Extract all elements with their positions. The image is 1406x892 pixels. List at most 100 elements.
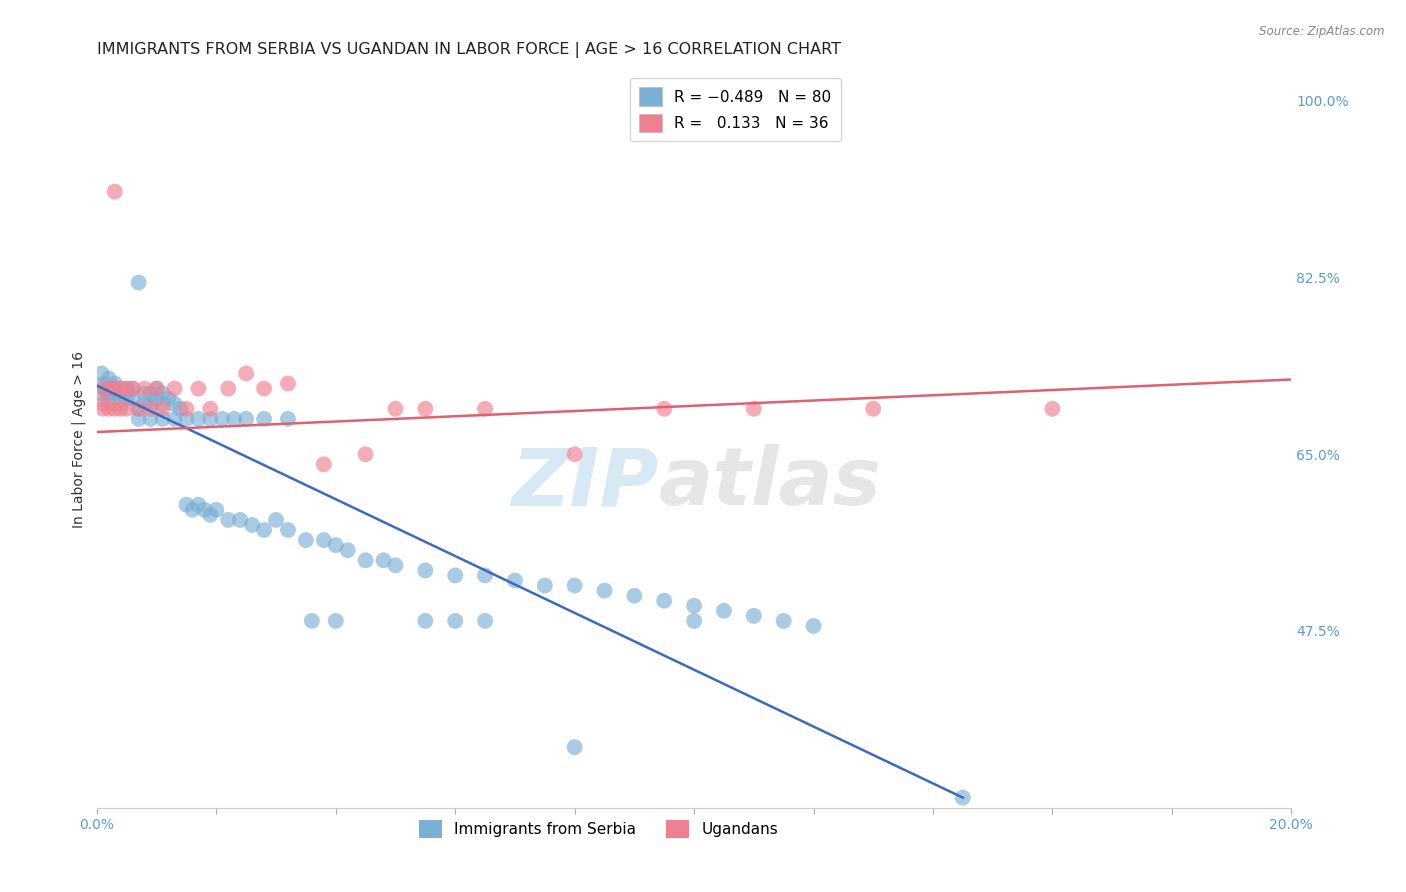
Point — [115, 392, 138, 406]
Point — [97, 386, 120, 401]
Point — [110, 401, 132, 416]
Point — [623, 589, 645, 603]
Point — [503, 574, 526, 588]
Point — [104, 382, 127, 396]
Point — [176, 498, 198, 512]
Point — [862, 401, 884, 416]
Point — [772, 614, 794, 628]
Point — [181, 503, 204, 517]
Point — [163, 382, 186, 396]
Point — [187, 498, 209, 512]
Point — [1042, 401, 1064, 416]
Text: atlas: atlas — [658, 444, 882, 523]
Point — [110, 382, 132, 396]
Point — [139, 386, 162, 401]
Point — [253, 412, 276, 426]
Point — [97, 382, 120, 396]
Point — [217, 513, 239, 527]
Point — [139, 412, 162, 426]
Text: IMMIGRANTS FROM SERBIA VS UGANDAN IN LABOR FORCE | AGE > 16 CORRELATION CHART: IMMIGRANTS FROM SERBIA VS UGANDAN IN LAB… — [97, 42, 841, 58]
Point — [277, 412, 299, 426]
Point — [373, 553, 395, 567]
Point — [952, 790, 974, 805]
Point — [91, 401, 114, 416]
Point — [240, 517, 263, 532]
Point — [415, 401, 437, 416]
Point — [152, 412, 174, 426]
Point — [115, 382, 138, 396]
Point — [163, 412, 186, 426]
Point — [110, 386, 132, 401]
Point — [193, 503, 215, 517]
Point — [176, 412, 198, 426]
Point — [97, 386, 120, 401]
Point — [145, 382, 167, 396]
Point — [152, 397, 174, 411]
Point — [593, 583, 616, 598]
Point — [121, 382, 143, 396]
Point — [205, 503, 228, 517]
Point — [325, 614, 347, 628]
Point — [533, 578, 555, 592]
Point — [128, 412, 150, 426]
Point — [145, 382, 167, 396]
Point — [683, 614, 706, 628]
Point — [97, 371, 120, 385]
Point — [312, 533, 335, 547]
Point — [187, 412, 209, 426]
Legend: Immigrants from Serbia, Ugandans: Immigrants from Serbia, Ugandans — [412, 814, 785, 845]
Point — [474, 614, 496, 628]
Point — [742, 608, 765, 623]
Point — [134, 386, 156, 401]
Point — [444, 614, 467, 628]
Point — [163, 397, 186, 411]
Point — [384, 558, 406, 573]
Point — [121, 382, 143, 396]
Point — [229, 513, 252, 527]
Point — [264, 513, 287, 527]
Point — [91, 382, 114, 396]
Point — [564, 447, 586, 461]
Point — [110, 397, 132, 411]
Point — [295, 533, 318, 547]
Point — [128, 401, 150, 416]
Point — [415, 614, 437, 628]
Point — [90, 386, 112, 401]
Point — [235, 367, 257, 381]
Point — [211, 412, 233, 426]
Point — [415, 563, 437, 577]
Point — [354, 553, 377, 567]
Point — [128, 276, 150, 290]
Point — [474, 401, 496, 416]
Point — [742, 401, 765, 416]
Point — [312, 458, 335, 472]
Point — [277, 376, 299, 391]
Point — [101, 382, 124, 396]
Point — [91, 397, 114, 411]
Point — [200, 412, 222, 426]
Point — [187, 382, 209, 396]
Point — [157, 392, 180, 406]
Point — [94, 382, 117, 396]
Point — [301, 614, 323, 628]
Point — [97, 401, 120, 416]
Point — [121, 392, 143, 406]
Point — [134, 397, 156, 411]
Point — [104, 382, 127, 396]
Point — [104, 376, 127, 391]
Point — [152, 386, 174, 401]
Point — [90, 367, 112, 381]
Point — [325, 538, 347, 552]
Point — [384, 401, 406, 416]
Point — [128, 401, 150, 416]
Y-axis label: In Labor Force | Age > 16: In Labor Force | Age > 16 — [72, 351, 86, 527]
Point — [564, 578, 586, 592]
Point — [235, 412, 257, 426]
Point — [104, 386, 127, 401]
Point — [200, 401, 222, 416]
Point — [564, 740, 586, 755]
Point — [444, 568, 467, 582]
Point — [217, 382, 239, 396]
Point — [713, 604, 735, 618]
Point — [253, 523, 276, 537]
